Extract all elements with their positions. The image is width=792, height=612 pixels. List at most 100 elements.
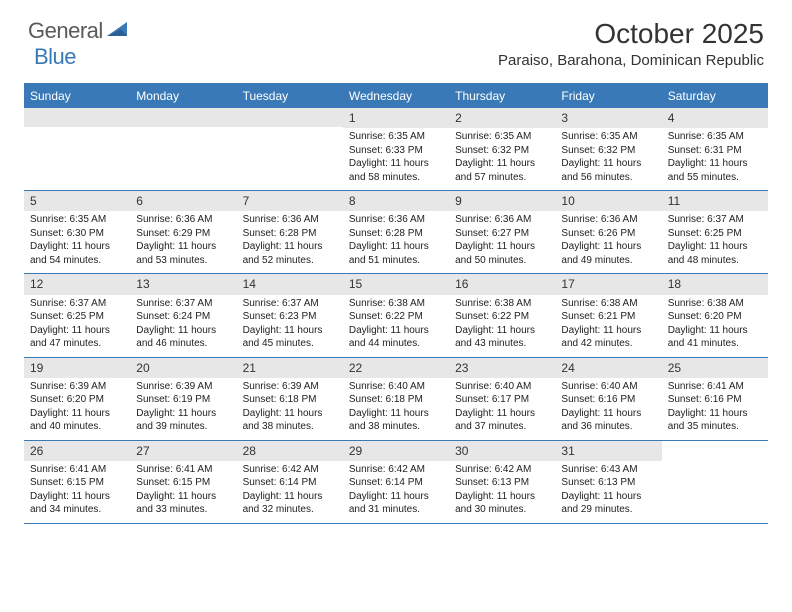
day-detail: Sunrise: 6:39 AMSunset: 6:20 PMDaylight:…: [24, 380, 130, 434]
sunrise-text: Sunrise: 6:39 AM: [136, 380, 230, 394]
day-number: 22: [343, 358, 449, 378]
week-row: 5Sunrise: 6:35 AMSunset: 6:30 PMDaylight…: [24, 191, 768, 274]
day-cell: 24Sunrise: 6:40 AMSunset: 6:16 PMDayligh…: [555, 358, 661, 440]
day-detail: Sunrise: 6:39 AMSunset: 6:18 PMDaylight:…: [237, 380, 343, 434]
day-cell: 14Sunrise: 6:37 AMSunset: 6:23 PMDayligh…: [237, 274, 343, 356]
sunrise-text: Sunrise: 6:43 AM: [561, 463, 655, 477]
day-detail: Sunrise: 6:40 AMSunset: 6:16 PMDaylight:…: [555, 380, 661, 434]
sunset-text: Sunset: 6:28 PM: [243, 227, 337, 241]
sunset-text: Sunset: 6:13 PM: [561, 476, 655, 490]
day-detail: Sunrise: 6:43 AMSunset: 6:13 PMDaylight:…: [555, 463, 661, 517]
day-cell: 15 Sunrise: 6:38 AMSunset: 6:22 PMDayligh…: [343, 274, 449, 356]
sunrise-text: Sunrise: 6:40 AM: [561, 380, 655, 394]
logo: General: [28, 18, 131, 44]
empty-day-bar: [237, 108, 343, 127]
day-detail: Sunrise: 6:36 AMSunset: 6:27 PMDaylight:…: [449, 213, 555, 267]
day-number: 29: [343, 441, 449, 461]
daylight-text: Daylight: 11 hours and 44 minutes.: [349, 324, 443, 351]
day-cell: 29Sunrise: 6:42 AMSunset: 6:14 PMDayligh…: [343, 441, 449, 523]
day-detail: Sunrise: 6:36 AMSunset: 6:26 PMDaylight:…: [555, 213, 661, 267]
day-cell: 21Sunrise: 6:39 AMSunset: 6:18 PMDayligh…: [237, 358, 343, 440]
sunrise-text: Sunrise: 6:35 AM: [455, 130, 549, 144]
day-cell: 2Sunrise: 6:35 AMSunset: 6:32 PMDaylight…: [449, 108, 555, 190]
sunset-text: Sunset: 6:32 PM: [455, 144, 549, 158]
day-cell: 4Sunrise: 6:35 AMSunset: 6:31 PMDaylight…: [662, 108, 768, 190]
logo-text-blue: Blue: [34, 44, 76, 69]
day-cell: 22Sunrise: 6:40 AMSunset: 6:18 PMDayligh…: [343, 358, 449, 440]
sunset-text: Sunset: 6:25 PM: [30, 310, 124, 324]
day-detail: Sunrise: 6:35 AMSunset: 6:33 PMDaylight:…: [343, 130, 449, 184]
sunrise-text: Sunrise: 6:42 AM: [349, 463, 443, 477]
day-number: 19: [24, 358, 130, 378]
day-detail: Sunrise: 6:36 AMSunset: 6:28 PMDaylight:…: [237, 213, 343, 267]
day-number: 12: [24, 274, 130, 294]
day-cell: 13Sunrise: 6:37 AMSunset: 6:24 PMDayligh…: [130, 274, 236, 356]
sunrise-text: Sunrise: 6:36 AM: [136, 213, 230, 227]
calendar: Sunday Monday Tuesday Wednesday Thursday…: [24, 83, 768, 524]
logo-text-general: General: [28, 18, 103, 44]
day-number: 8: [343, 191, 449, 211]
day-number: 5: [24, 191, 130, 211]
day-number: 3: [555, 108, 661, 128]
daylight-text: Daylight: 11 hours and 33 minutes.: [136, 490, 230, 517]
day-number: 15: [343, 274, 449, 294]
daylight-text: Daylight: 11 hours and 38 minutes.: [349, 407, 443, 434]
sunrise-text: Sunrise: 6:38 AM: [561, 297, 655, 311]
day-cell: [237, 108, 343, 190]
day-cell: 19Sunrise: 6:39 AMSunset: 6:20 PMDayligh…: [24, 358, 130, 440]
day-detail: Sunrise: 6:36 AMSunset: 6:29 PMDaylight:…: [130, 213, 236, 267]
day-cell: 30Sunrise: 6:42 AMSunset: 6:13 PMDayligh…: [449, 441, 555, 523]
daylight-text: Daylight: 11 hours and 48 minutes.: [668, 240, 762, 267]
daylight-text: Daylight: 11 hours and 49 minutes.: [561, 240, 655, 267]
day-header-monday: Monday: [130, 85, 236, 108]
sunset-text: Sunset: 6:23 PM: [243, 310, 337, 324]
day-cell: [130, 108, 236, 190]
day-cell: 27Sunrise: 6:41 AMSunset: 6:15 PMDayligh…: [130, 441, 236, 523]
sunset-text: Sunset: 6:14 PM: [243, 476, 337, 490]
day-number: 31: [555, 441, 661, 461]
daylight-text: Daylight: 11 hours and 37 minutes.: [455, 407, 549, 434]
week-row: 26Sunrise: 6:41 AMSunset: 6:15 PMDayligh…: [24, 441, 768, 524]
day-cell: [24, 108, 130, 190]
sunrise-text: Sunrise: 6:40 AM: [349, 380, 443, 394]
day-detail: Sunrise: 6:41 AMSunset: 6:15 PMDaylight:…: [24, 463, 130, 517]
day-cell: 18Sunrise: 6:38 AMSunset: 6:20 PMDayligh…: [662, 274, 768, 356]
sunset-text: Sunset: 6:16 PM: [668, 393, 762, 407]
sunrise-text: Sunrise: 6:38 AM: [349, 297, 443, 311]
sunrise-text: Sunrise: 6:38 AM: [455, 297, 549, 311]
day-number: 17: [555, 274, 661, 294]
week-row: 1Sunrise: 6:35 AMSunset: 6:33 PMDaylight…: [24, 108, 768, 191]
sunset-text: Sunset: 6:27 PM: [455, 227, 549, 241]
day-cell: 25Sunrise: 6:41 AMSunset: 6:16 PMDayligh…: [662, 358, 768, 440]
sunset-text: Sunset: 6:31 PM: [668, 144, 762, 158]
day-cell: 7Sunrise: 6:36 AMSunset: 6:28 PMDaylight…: [237, 191, 343, 273]
daylight-text: Daylight: 11 hours and 52 minutes.: [243, 240, 337, 267]
sunset-text: Sunset: 6:18 PM: [243, 393, 337, 407]
daylight-text: Daylight: 11 hours and 55 minutes.: [668, 157, 762, 184]
day-number: 28: [237, 441, 343, 461]
sunset-text: Sunset: 6:30 PM: [30, 227, 124, 241]
sunrise-text: Sunrise: 6:37 AM: [668, 213, 762, 227]
sunrise-text: Sunrise: 6:35 AM: [668, 130, 762, 144]
day-number: 11: [662, 191, 768, 211]
daylight-text: Daylight: 11 hours and 51 minutes.: [349, 240, 443, 267]
day-detail: Sunrise: 6:37 AMSunset: 6:25 PMDaylight:…: [662, 213, 768, 267]
daylight-text: Daylight: 11 hours and 57 minutes.: [455, 157, 549, 184]
daylight-text: Daylight: 11 hours and 32 minutes.: [243, 490, 337, 517]
sunset-text: Sunset: 6:20 PM: [30, 393, 124, 407]
day-number: 7: [237, 191, 343, 211]
day-header-friday: Friday: [555, 85, 661, 108]
sunrise-text: Sunrise: 6:35 AM: [349, 130, 443, 144]
sunrise-text: Sunrise: 6:42 AM: [455, 463, 549, 477]
day-number: 30: [449, 441, 555, 461]
sunrise-text: Sunrise: 6:39 AM: [243, 380, 337, 394]
sunrise-text: Sunrise: 6:36 AM: [561, 213, 655, 227]
daylight-text: Daylight: 11 hours and 42 minutes.: [561, 324, 655, 351]
week-row: 19Sunrise: 6:39 AMSunset: 6:20 PMDayligh…: [24, 358, 768, 441]
day-cell: [662, 441, 768, 523]
day-detail: Sunrise: 6:41 AMSunset: 6:15 PMDaylight:…: [130, 463, 236, 517]
day-detail: Sunrise: 6:42 AMSunset: 6:14 PMDaylight:…: [237, 463, 343, 517]
sunset-text: Sunset: 6:22 PM: [349, 310, 443, 324]
daylight-text: Daylight: 11 hours and 50 minutes.: [455, 240, 549, 267]
sunset-text: Sunset: 6:26 PM: [561, 227, 655, 241]
